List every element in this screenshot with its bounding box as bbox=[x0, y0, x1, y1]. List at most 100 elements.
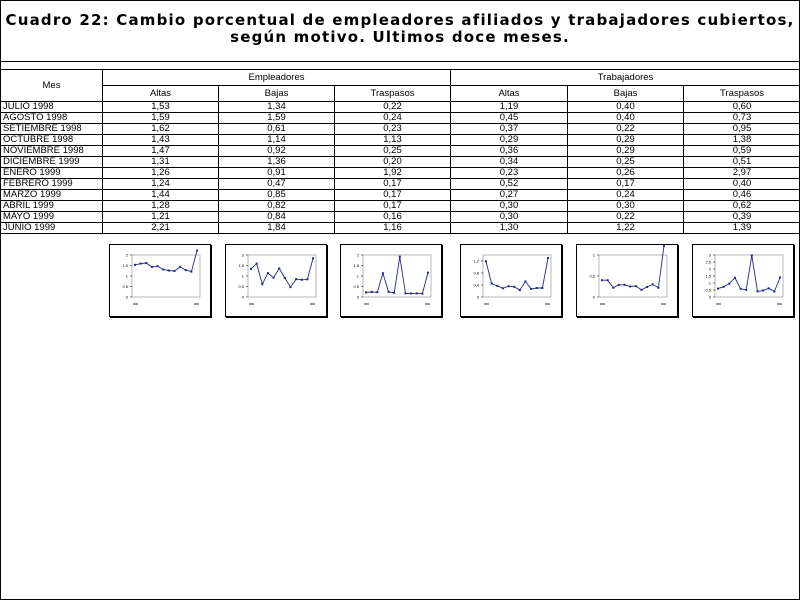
y-tick-label: 2 bbox=[242, 253, 245, 258]
y-tick-label: 2,5 bbox=[705, 260, 711, 265]
data-point bbox=[490, 282, 493, 285]
data-point bbox=[756, 290, 759, 293]
mes-cell: FEBRERO 1999 bbox=[0, 178, 103, 190]
mes-cell: ABRIL 1999 bbox=[0, 200, 103, 212]
series-line bbox=[365, 256, 429, 295]
mes-header: Mes bbox=[0, 69, 103, 102]
data-point bbox=[196, 249, 198, 252]
data-point bbox=[261, 283, 264, 286]
mini-chart-emp-altas: 0 0,5 1 1,5 2 bbox=[109, 244, 211, 317]
value-cell: 0,52 bbox=[450, 178, 568, 190]
y-tick-label: 0,5 bbox=[122, 284, 128, 289]
y-tick-label: 1 bbox=[357, 274, 360, 279]
data-point bbox=[365, 291, 367, 294]
page-title: Cuadro 22: Cambio porcentual de empleado… bbox=[0, 12, 800, 46]
data-point bbox=[156, 265, 159, 268]
mini-charts: 0 0,5 1 1,5 2 0 0,5 1 1,5 2 0 0,5 1 1,5 2 0 0,4 0,8 1,2… bbox=[0, 244, 800, 324]
mes-cell: NOVIEMBRE 1998 bbox=[0, 145, 103, 157]
value-cell: 1,39 bbox=[682, 222, 800, 234]
data-point bbox=[404, 292, 407, 295]
mes-cell: OCTUBRE 1998 bbox=[0, 134, 103, 146]
value-cell: 1,26 bbox=[102, 167, 219, 179]
value-cell: 1,31 bbox=[102, 156, 219, 168]
value-cell: 1,84 bbox=[218, 222, 335, 234]
table-row: ABRIL 1999 1,28 0,82 0,17 0,30 0,30 0,62 bbox=[0, 200, 800, 212]
series-line bbox=[134, 250, 198, 273]
data-point bbox=[255, 262, 258, 265]
y-tick-label: 0 bbox=[593, 295, 596, 300]
mes-cell: JUNIO 1999 bbox=[0, 222, 103, 234]
subheader-trab-altas: Altas bbox=[450, 85, 568, 102]
value-cell: 0,39 bbox=[682, 211, 800, 223]
value-cell: 1,44 bbox=[102, 189, 219, 201]
data-point bbox=[387, 290, 390, 293]
value-cell: 0,22 bbox=[334, 101, 451, 113]
data-point bbox=[421, 292, 424, 295]
data-point bbox=[184, 269, 187, 272]
data-point bbox=[312, 257, 314, 260]
mini-chart-svg: 00,51 bbox=[589, 245, 668, 305]
value-cell: 0,85 bbox=[218, 189, 335, 201]
mini-chart-trab-traspasos: 0 0,5 1 1,5 2 2,5 3 bbox=[692, 244, 794, 317]
mes-cell: JULIO 1998 bbox=[0, 101, 103, 113]
y-tick-label: 2 bbox=[357, 253, 360, 258]
table-row: ENERO 1999 1,26 0,91 1,92 0,23 0,26 2,97 bbox=[0, 167, 800, 179]
y-tick-label: 1 bbox=[709, 281, 712, 286]
y-tick-label: 0 bbox=[357, 295, 360, 300]
data-point bbox=[167, 269, 170, 272]
data-point bbox=[485, 260, 487, 263]
value-cell: 0,59 bbox=[682, 145, 800, 157]
value-cell: 0,37 bbox=[450, 123, 568, 135]
value-cell: 1,19 bbox=[450, 101, 568, 113]
data-point bbox=[535, 287, 538, 289]
y-tick-label: 0 bbox=[126, 295, 129, 300]
data-point bbox=[606, 279, 609, 282]
data-point bbox=[779, 276, 781, 279]
table-row: SETIEMBRE 1998 1,62 0,61 0,23 0,37 0,22 0,95 bbox=[0, 123, 800, 135]
value-cell: 1,24 bbox=[102, 178, 219, 190]
data-point bbox=[513, 285, 516, 288]
data-point bbox=[739, 287, 742, 290]
table-row: JULIO 1998 1,53 1,34 0,22 1,19 0,40 0,60 bbox=[0, 101, 800, 113]
data-point bbox=[612, 286, 615, 289]
y-tick-label: 0,5 bbox=[589, 274, 595, 279]
data-point bbox=[427, 271, 429, 274]
mes-cell: DICIEMBRE 1999 bbox=[0, 156, 103, 168]
mini-chart-svg: 0 0,5 1 1,5 2 2,5 3 bbox=[705, 253, 784, 305]
value-cell: 0,29 bbox=[567, 145, 684, 157]
y-tick-label: 0,4 bbox=[473, 283, 479, 288]
table-row: MAYO 1999 1,21 0,84 0,16 0,30 0,22 0,39 bbox=[0, 211, 800, 223]
data-point bbox=[722, 285, 725, 288]
value-cell: 1,43 bbox=[102, 134, 219, 146]
data-point bbox=[773, 290, 776, 293]
data-point bbox=[623, 283, 626, 286]
subheader-row: Altas Bajas Traspasos Altas Bajas Traspa… bbox=[1, 85, 800, 102]
y-tick-label: 1,2 bbox=[473, 259, 479, 264]
table-body: JULIO 1998 1,53 1,34 0,22 1,19 0,40 0,60 AGOSTO… bbox=[0, 101, 800, 234]
y-tick-label: 1,5 bbox=[122, 263, 128, 268]
plot-area bbox=[598, 254, 668, 298]
value-cell: 0,40 bbox=[567, 112, 684, 124]
value-cell: 0,17 bbox=[334, 189, 451, 201]
value-cell: 0,22 bbox=[567, 123, 684, 135]
value-cell: 0,30 bbox=[567, 200, 684, 212]
data-point bbox=[393, 291, 396, 294]
value-cell: 2,97 bbox=[682, 167, 800, 179]
data-point bbox=[629, 285, 632, 288]
data-point bbox=[601, 279, 603, 282]
value-cell: 0,17 bbox=[334, 200, 451, 212]
value-cell: 0,29 bbox=[567, 134, 684, 146]
value-cell: 1,22 bbox=[567, 222, 684, 234]
data-point bbox=[733, 276, 736, 279]
data-point bbox=[617, 283, 620, 286]
data-point bbox=[370, 290, 373, 293]
y-tick-label: 1,5 bbox=[705, 274, 711, 279]
title-divider bbox=[0, 61, 800, 62]
y-tick-label: 0,5 bbox=[353, 284, 359, 289]
value-cell: 0,34 bbox=[450, 156, 568, 168]
y-tick-label: 1 bbox=[242, 274, 245, 279]
table-row: DICIEMBRE 1999 1,31 1,36 0,20 0,34 0,25 0,51 bbox=[0, 156, 800, 168]
value-cell: 0,47 bbox=[218, 178, 335, 190]
mini-chart-trab-altas: 0 0,4 0,8 1,2 bbox=[460, 244, 562, 317]
value-cell: 0,23 bbox=[334, 123, 451, 135]
